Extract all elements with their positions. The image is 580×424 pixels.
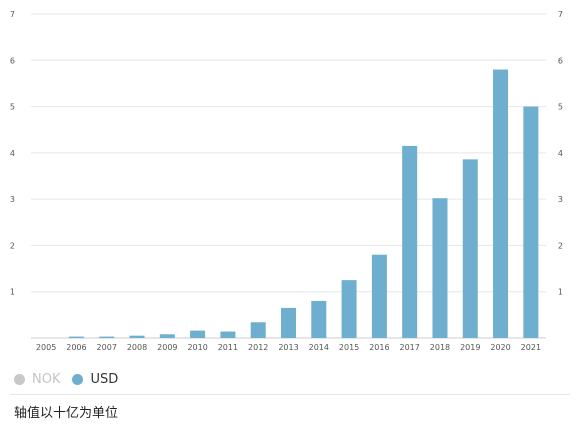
footer-divider bbox=[10, 394, 570, 395]
bar-2018[interactable] bbox=[432, 198, 448, 338]
x-tick-label: 2020 bbox=[490, 343, 510, 352]
bar-2013[interactable] bbox=[281, 307, 296, 338]
x-tick-label: 2015 bbox=[339, 343, 359, 352]
y-tick-label-right: 3 bbox=[558, 195, 563, 204]
y-tick-label-right: 6 bbox=[558, 56, 563, 65]
x-tick-label: 2016 bbox=[369, 343, 389, 352]
x-tick-label: 2012 bbox=[248, 343, 268, 352]
bar-2014[interactable] bbox=[311, 300, 327, 338]
bar-2006[interactable] bbox=[68, 336, 84, 338]
legend-item-usd[interactable]: USD bbox=[72, 372, 118, 387]
bar-2007[interactable] bbox=[99, 336, 115, 338]
y-tick-label-right: 1 bbox=[558, 288, 563, 297]
x-tick-label: 2018 bbox=[430, 343, 450, 352]
legend-label-nok: NOK bbox=[32, 372, 61, 387]
x-tick-label: 2017 bbox=[399, 343, 419, 352]
bar-2019[interactable] bbox=[462, 159, 478, 338]
legend-item-nok[interactable]: NOK bbox=[14, 372, 60, 387]
bar-2015[interactable] bbox=[341, 280, 357, 338]
bar-2021[interactable] bbox=[523, 106, 539, 338]
y-tick-label-right: 5 bbox=[558, 103, 563, 112]
legend-label-usd: USD bbox=[90, 372, 119, 387]
bar-chart: 1 1 2 2 3 3 4 4 5 5 6 6 7 7 2005 2006 2007 2008 2009 2010 20… bbox=[10, 10, 563, 352]
legend-swatch-nok bbox=[14, 374, 25, 385]
bar-2010[interactable] bbox=[190, 330, 206, 338]
x-tick-label: 2006 bbox=[66, 343, 86, 352]
y-tick-label-right: 4 bbox=[558, 149, 563, 158]
y-tick-label-left: 3 bbox=[10, 195, 15, 204]
y-tick-label-left: 7 bbox=[10, 10, 15, 19]
bar-2012[interactable] bbox=[250, 322, 266, 338]
x-tick-label: 2010 bbox=[187, 343, 207, 352]
y-tick-label-left: 4 bbox=[10, 149, 15, 158]
x-tick-label: 2009 bbox=[157, 343, 177, 352]
bar-2008[interactable] bbox=[129, 335, 145, 338]
x-tick-label: 2007 bbox=[97, 343, 117, 352]
y-tick-label-left: 6 bbox=[10, 56, 15, 65]
x-tick-label: 2005 bbox=[36, 343, 56, 352]
x-tick-label: 2019 bbox=[460, 343, 480, 352]
x-tick-label: 2013 bbox=[278, 343, 298, 352]
x-tick-label: 2011 bbox=[218, 343, 238, 352]
y-tick-label-right: 7 bbox=[558, 10, 563, 19]
y-tick-label-left: 1 bbox=[10, 288, 15, 297]
x-tick-label: 2008 bbox=[127, 343, 147, 352]
legend: NOK USD bbox=[14, 372, 130, 387]
bar-2020[interactable] bbox=[493, 69, 509, 339]
bar-2017[interactable] bbox=[402, 145, 418, 338]
y-tick-label-right: 2 bbox=[558, 241, 563, 250]
axis-unit-note: 轴值以十亿为单位 bbox=[14, 406, 119, 421]
x-tick-label: 2021 bbox=[521, 343, 541, 352]
bar-2016[interactable] bbox=[371, 254, 387, 338]
x-tick-label: 2014 bbox=[309, 343, 329, 352]
bar-2011[interactable] bbox=[220, 331, 236, 338]
legend-swatch-usd bbox=[72, 374, 84, 385]
y-tick-label-left: 5 bbox=[10, 103, 15, 112]
bar-2009[interactable] bbox=[159, 334, 175, 338]
y-tick-label-left: 2 bbox=[10, 241, 15, 250]
